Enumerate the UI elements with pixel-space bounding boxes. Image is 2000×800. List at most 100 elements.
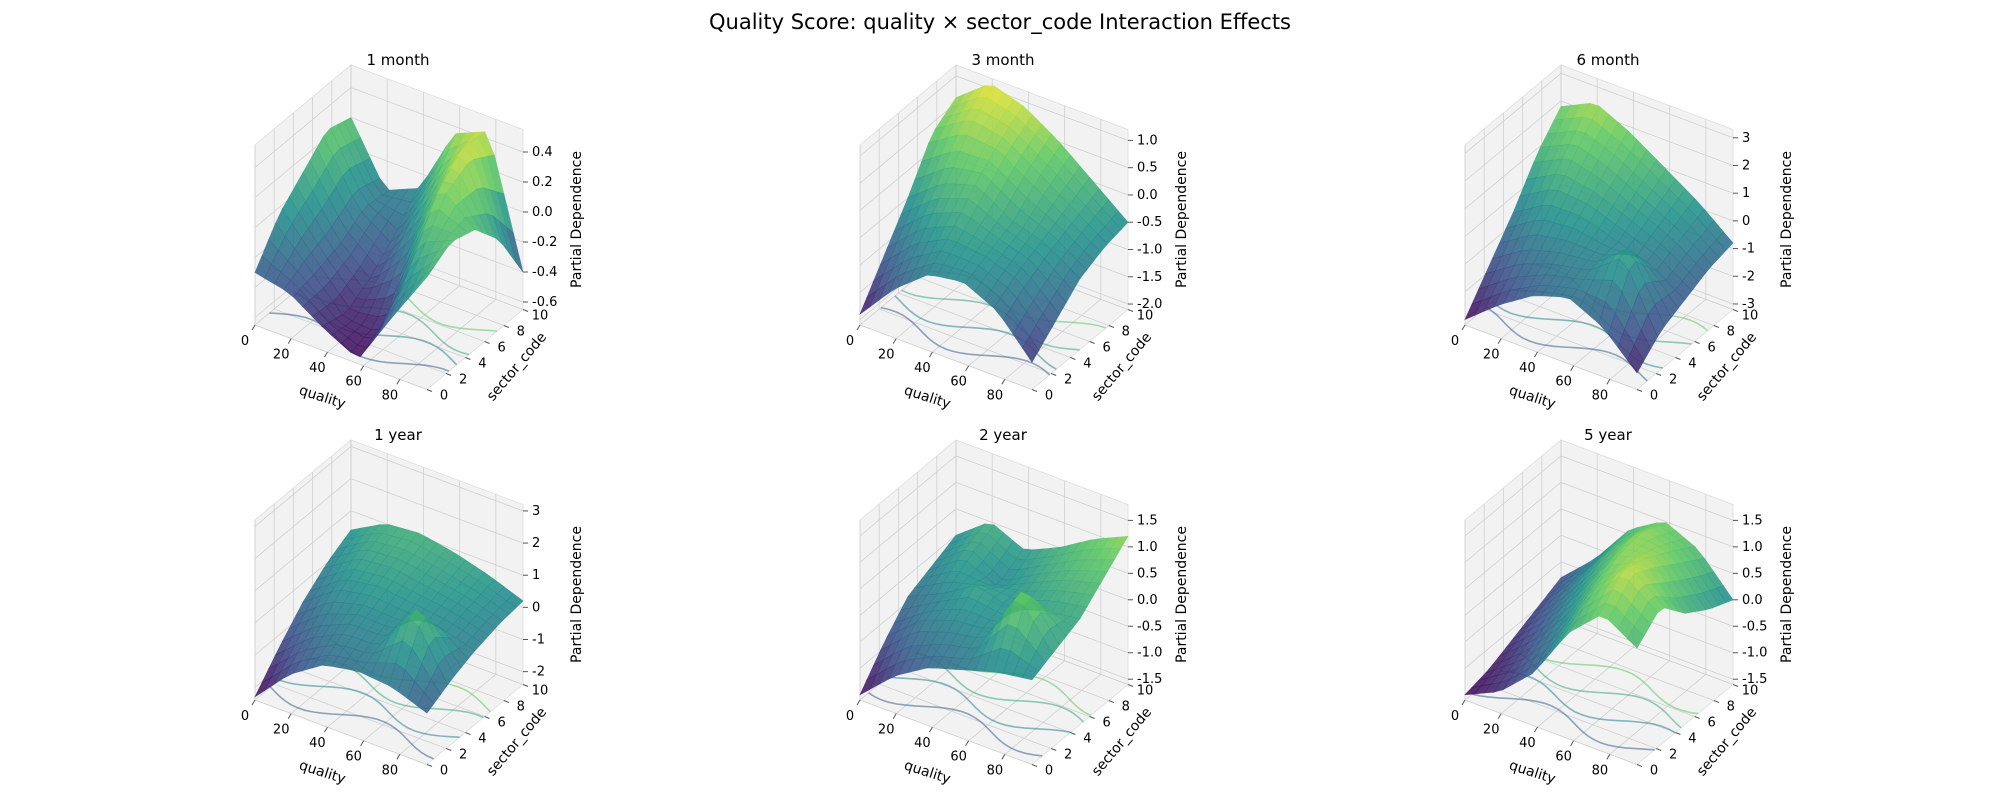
- x-tick-label: 20: [878, 723, 895, 738]
- z-tick-label: 0.5: [1742, 566, 1763, 581]
- y-tick-label: 2: [459, 373, 467, 388]
- x-tick-label: 40: [309, 736, 326, 751]
- z-tick-label: 0.5: [1137, 161, 1158, 176]
- grid-line: [254, 446, 352, 527]
- y-tick: [1108, 325, 1114, 328]
- x-tick-label: 0: [1451, 334, 1459, 349]
- y-tick-label: 4: [478, 357, 486, 372]
- grid-line: [1464, 508, 1562, 590]
- figure-title: Quality Score: quality × sector_code Int…: [709, 10, 1291, 34]
- y-tick-label: 6: [1707, 716, 1715, 731]
- y-tick-label: 6: [497, 716, 505, 731]
- x-tick: [892, 338, 897, 344]
- subplot-title: 3 month: [972, 51, 1035, 69]
- grid-line: [1004, 299, 1102, 380]
- z-tick-label: 0: [1742, 214, 1750, 229]
- x-tick-label: 60: [950, 375, 967, 390]
- grid-line: [1573, 660, 1670, 742]
- x-tick: [1001, 754, 1006, 760]
- y-tick: [522, 309, 529, 312]
- x-tick: [928, 726, 933, 733]
- y-tick: [503, 700, 509, 703]
- z-axis-label: Partial Dependence: [569, 526, 585, 663]
- y-tick-label: 8: [1727, 700, 1735, 715]
- subplot-title: 6 month: [1577, 51, 1640, 69]
- subplot-title: 1 month: [367, 51, 430, 69]
- z-tick-label: -3: [1742, 297, 1755, 312]
- z-tick-label: 2: [1742, 159, 1750, 174]
- y-tick: [446, 373, 452, 376]
- y-tick-label: 10: [532, 309, 549, 324]
- grid-line: [859, 75, 957, 157]
- grid-line: [399, 674, 497, 755]
- grid-line: [1609, 674, 1707, 755]
- z-tick-label: 1: [532, 568, 540, 583]
- grid-line: [1522, 651, 1695, 717]
- z-axis-label: Partial Dependence: [1779, 526, 1795, 663]
- y-tick: [426, 764, 433, 767]
- x-tick-label: 40: [914, 361, 931, 376]
- grid-line: [859, 324, 1033, 390]
- x-tick: [1606, 754, 1611, 760]
- grid-line: [254, 87, 352, 168]
- y-tick-label: 4: [478, 732, 486, 747]
- x-tick-label: 60: [345, 375, 362, 390]
- z-tick-label: -0.5: [1137, 215, 1162, 230]
- subplot-title: 1 year: [374, 426, 423, 444]
- grid-line: [1464, 73, 1562, 154]
- x-tick-label: 60: [1555, 375, 1572, 390]
- y-tick-label: 2: [1064, 748, 1072, 763]
- y-tick: [1127, 309, 1134, 312]
- y-tick-label: 10: [532, 684, 549, 699]
- y-tick: [1031, 389, 1038, 392]
- grid-line: [254, 324, 428, 390]
- grid-line: [955, 481, 1129, 548]
- grid-line: [898, 667, 1071, 733]
- z-tick-label: 0.4: [532, 145, 553, 160]
- y-tick-label: 0: [440, 389, 448, 404]
- contour-line: [1499, 670, 1676, 734]
- y-tick: [1732, 309, 1739, 312]
- y-tick-label: 10: [1742, 684, 1759, 699]
- y-axis-label: sector_code: [1089, 705, 1155, 780]
- contour-line: [1485, 306, 1648, 382]
- y-tick: [1656, 748, 1662, 751]
- grid-line: [859, 534, 957, 616]
- x-tick-label: 0: [846, 709, 854, 724]
- y-tick-label: 2: [459, 748, 467, 763]
- y-tick-label: 8: [517, 325, 525, 340]
- y-tick-label: 4: [1688, 732, 1696, 747]
- x-tick: [1497, 713, 1502, 719]
- y-tick-label: 8: [1122, 325, 1130, 340]
- x-tick-label: 20: [878, 348, 895, 363]
- x-tick: [1497, 338, 1502, 344]
- z-tick-label: -0.4: [532, 265, 557, 280]
- x-tick-label: 40: [309, 361, 326, 376]
- contour-line: [1471, 693, 1655, 751]
- z-tick-label: -1.5: [1137, 672, 1162, 687]
- y-axis-label: sector_code: [484, 705, 550, 780]
- grid-line: [1500, 633, 1598, 714]
- y-axis-label: sector_code: [1694, 705, 1760, 780]
- y-tick-label: 0: [1045, 764, 1053, 779]
- grid-line: [1560, 614, 1734, 680]
- grid-line: [1560, 481, 1734, 548]
- grid-line: [1464, 699, 1638, 765]
- grid-line: [859, 508, 957, 590]
- x-tick-label: 0: [1451, 709, 1459, 724]
- x-tick: [1570, 740, 1575, 746]
- x-tick: [323, 351, 328, 358]
- z-tick-label: -2: [532, 665, 545, 680]
- x-tick: [1461, 699, 1466, 706]
- y-tick: [1636, 764, 1643, 767]
- x-tick-label: 0: [846, 334, 854, 349]
- x-tick-label: 80: [1592, 763, 1609, 778]
- x-tick-label: 60: [345, 750, 362, 765]
- contour-line: [1525, 648, 1699, 715]
- grid-line: [1503, 667, 1676, 733]
- contour-line: [887, 676, 1071, 734]
